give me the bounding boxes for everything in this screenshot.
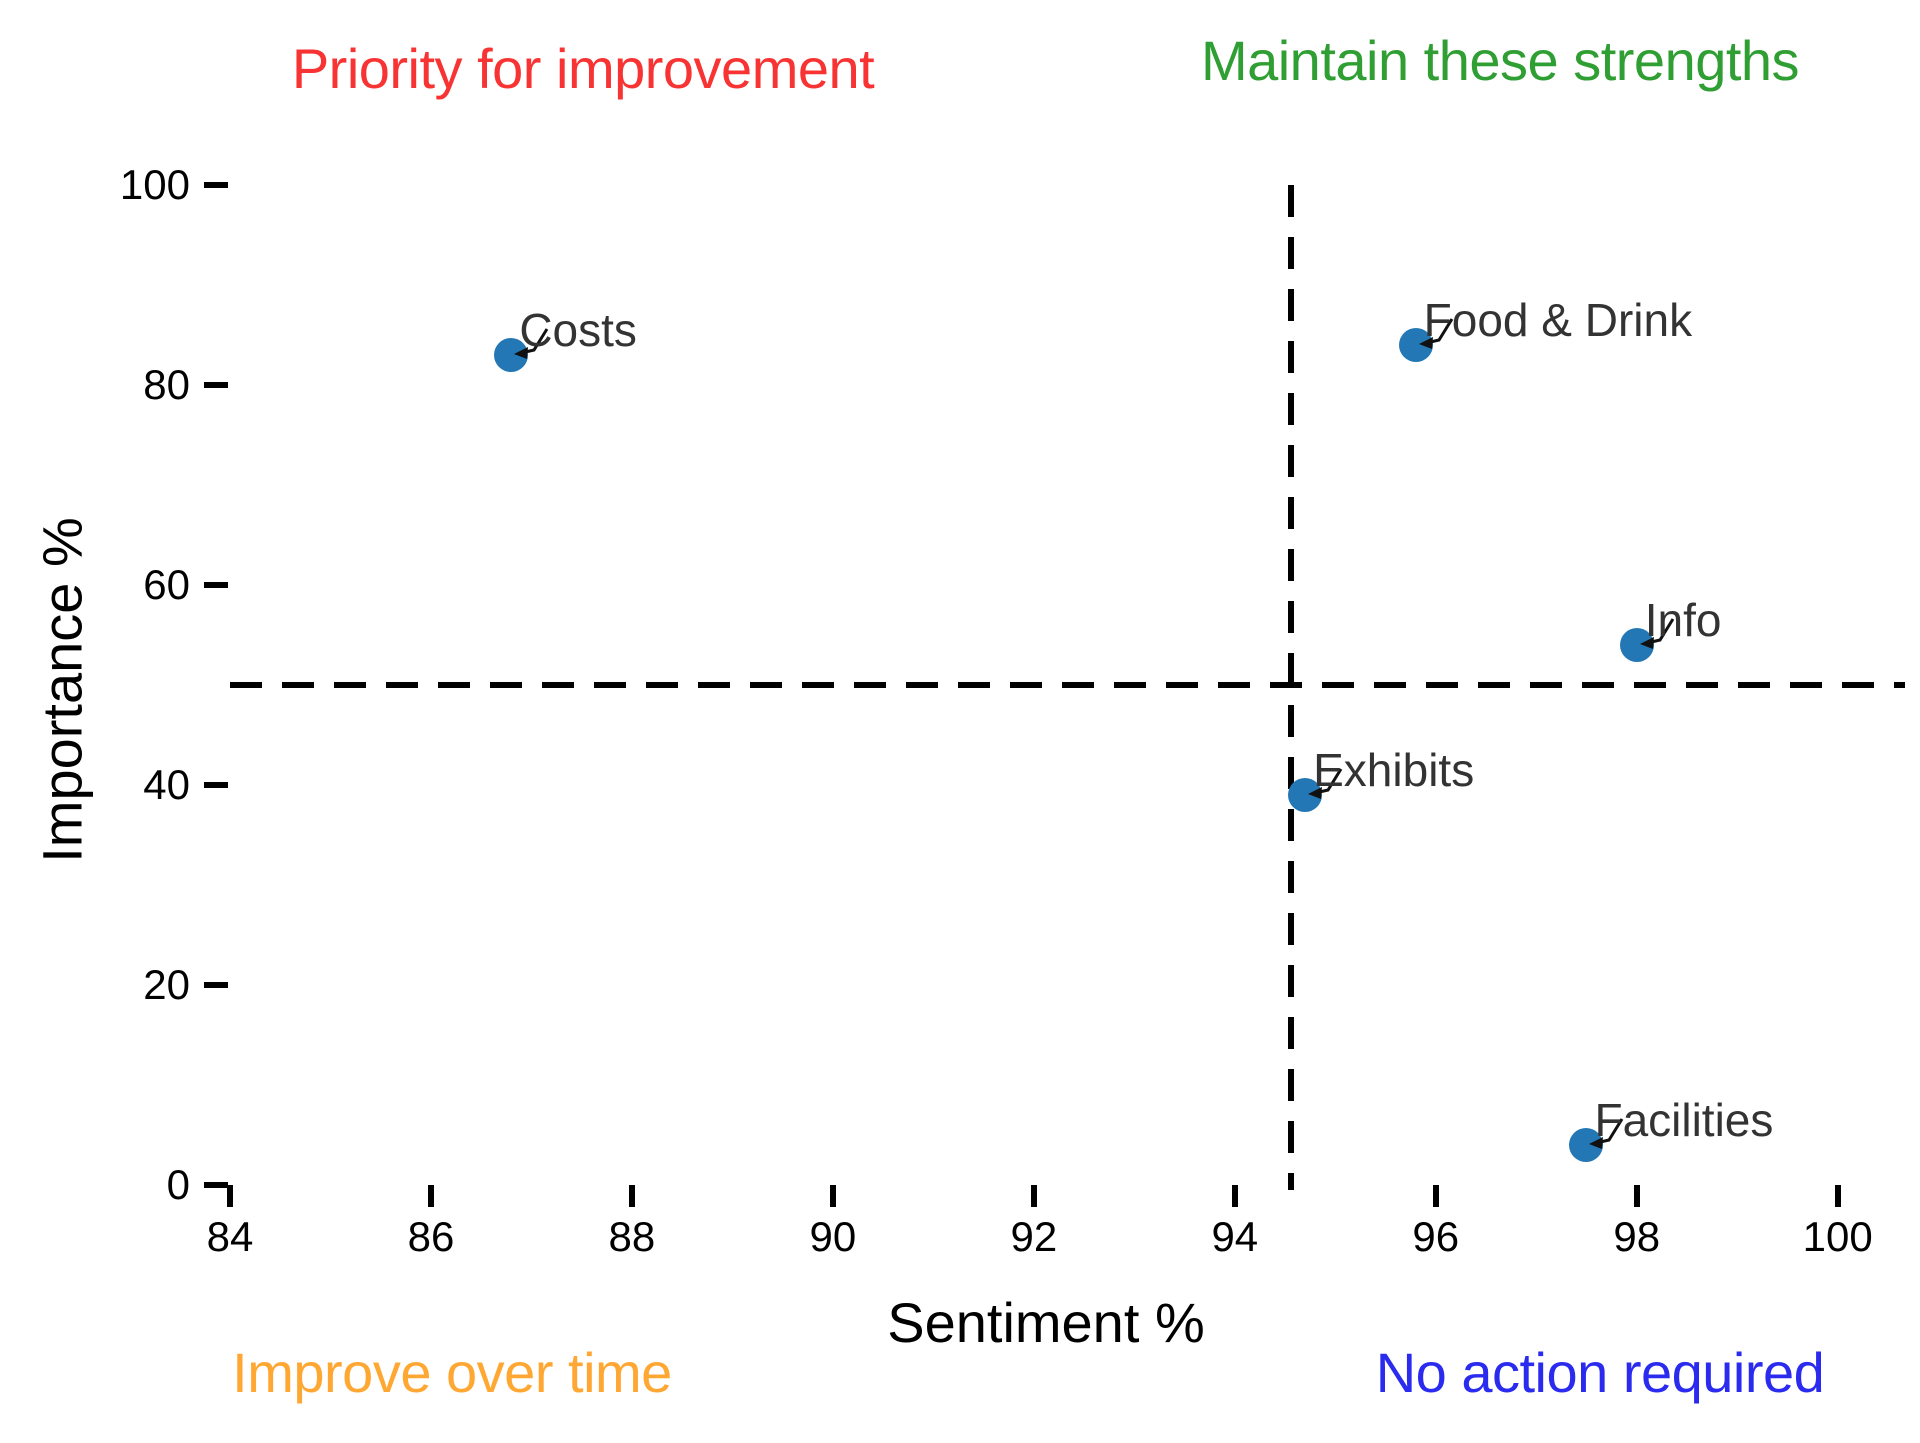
y-tick-mark: [204, 782, 228, 788]
point-label: Info: [1644, 594, 1722, 646]
y-tick-mark: [204, 182, 228, 188]
y-tick-label: 80: [143, 361, 190, 408]
point-label: Facilities: [1594, 1094, 1774, 1146]
x-tick-mark: [1231, 1185, 1238, 1207]
point-label: Costs: [519, 304, 637, 356]
x-tick-label: 90: [809, 1213, 857, 1260]
point-label: Exhibits: [1313, 744, 1475, 796]
quadrant-title-top-left: Priority for improvement: [291, 37, 875, 100]
x-tick-label: 94: [1211, 1213, 1259, 1260]
y-tick-label: 60: [143, 561, 190, 608]
x-tick-label: 98: [1613, 1213, 1661, 1260]
annotation-arrow-icon: [514, 328, 549, 359]
x-tick-label: 88: [608, 1213, 656, 1260]
x-tick-mark: [1432, 1185, 1439, 1207]
y-tick-mark: [204, 982, 228, 988]
y-tick-label: 100: [119, 161, 190, 208]
y-tick-label: 20: [143, 961, 190, 1008]
x-tick-label: 100: [1802, 1213, 1873, 1260]
x-tick-mark: [1030, 1185, 1037, 1207]
y-tick-mark: [204, 382, 228, 388]
x-tick-mark: [1834, 1185, 1841, 1207]
plot-area: Costs Food & Drink Info Exhibits Facilities: [230, 185, 1905, 1190]
y-tick-mark: [204, 1182, 228, 1188]
annotation-arrow-icon: [1308, 768, 1343, 799]
x-tick-mark: [1633, 1185, 1640, 1207]
x-tick-mark: [628, 1185, 635, 1207]
x-tick-label: 86: [407, 1213, 455, 1260]
y-tick-label: 0: [166, 1161, 190, 1208]
y-tick-label: 40: [143, 761, 190, 808]
y-tick-mark: [204, 582, 228, 588]
x-tick-label: 84: [206, 1213, 254, 1260]
x-axis-title: Sentiment %: [887, 1291, 1205, 1354]
annotation-arrow-icon: [1639, 618, 1674, 649]
quadrant-title-bottom-right: No action required: [1375, 1341, 1825, 1404]
quadrant-title-bottom-left: Improve over time: [232, 1341, 672, 1404]
annotation-arrow-icon: [1418, 318, 1453, 349]
x-tick-label: 92: [1010, 1213, 1058, 1260]
x-tick-mark: [227, 1185, 233, 1207]
x-tick-label: 96: [1412, 1213, 1460, 1260]
vertical-threshold-line: [1288, 185, 1295, 1190]
annotation-arrow-icon: [1589, 1118, 1624, 1149]
point-label: Food & Drink: [1423, 294, 1693, 346]
x-tick-mark: [427, 1185, 434, 1207]
x-tick-mark: [829, 1185, 836, 1207]
horizontal-threshold-line: [230, 682, 1905, 688]
quadrant-title-top-right: Maintain these strengths: [1200, 29, 1800, 92]
